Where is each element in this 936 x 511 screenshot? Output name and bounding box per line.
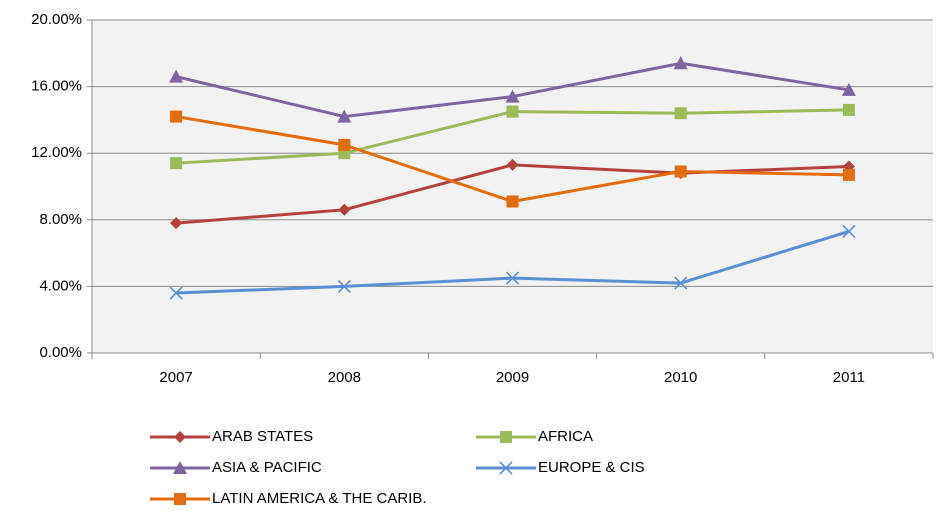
plot-area bbox=[92, 20, 933, 353]
marker bbox=[337, 279, 351, 293]
marker bbox=[506, 195, 519, 208]
y-tick-label: 4.00% bbox=[39, 277, 82, 294]
marker bbox=[842, 224, 856, 239]
marker bbox=[174, 431, 186, 443]
x-tick-label: 2009 bbox=[496, 369, 529, 386]
y-tick-label: 16.00% bbox=[31, 78, 82, 95]
marker bbox=[842, 103, 855, 116]
marker bbox=[673, 56, 688, 70]
marker bbox=[169, 69, 184, 83]
y-tick-label: 20.00% bbox=[31, 11, 82, 28]
x-tick-label: 2010 bbox=[664, 369, 697, 386]
marker bbox=[506, 105, 519, 118]
legend-label: ASIA & PACIFIC bbox=[212, 459, 322, 476]
x-tick-label: 2011 bbox=[833, 369, 865, 386]
marker bbox=[506, 158, 519, 171]
x-tick-label: 2008 bbox=[328, 369, 361, 386]
marker bbox=[842, 168, 855, 181]
marker bbox=[500, 431, 512, 443]
marker bbox=[674, 276, 688, 290]
y-tick-label: 0.00% bbox=[39, 344, 82, 361]
marker bbox=[174, 493, 186, 505]
marker bbox=[337, 109, 352, 123]
marker bbox=[170, 110, 183, 123]
marker bbox=[674, 165, 687, 178]
marker bbox=[170, 157, 183, 170]
marker bbox=[499, 461, 513, 475]
marker bbox=[170, 217, 183, 230]
legend-label: EUROPE & CIS bbox=[538, 459, 645, 476]
y-tick-label: 8.00% bbox=[39, 211, 82, 228]
legend-label: AFRICA bbox=[538, 428, 593, 445]
marker bbox=[338, 138, 351, 151]
legend-label: LATIN AMERICA & THE CARIB. bbox=[212, 490, 427, 507]
marker bbox=[169, 286, 183, 300]
marker bbox=[674, 107, 687, 120]
x-tick-label: 2007 bbox=[159, 369, 192, 386]
marker bbox=[841, 82, 856, 96]
marker bbox=[505, 89, 520, 103]
y-tick-label: 12.00% bbox=[31, 144, 82, 161]
legend-label: ARAB STATES bbox=[212, 428, 313, 445]
marker bbox=[505, 271, 520, 285]
marker bbox=[338, 203, 351, 216]
marker bbox=[173, 461, 187, 474]
